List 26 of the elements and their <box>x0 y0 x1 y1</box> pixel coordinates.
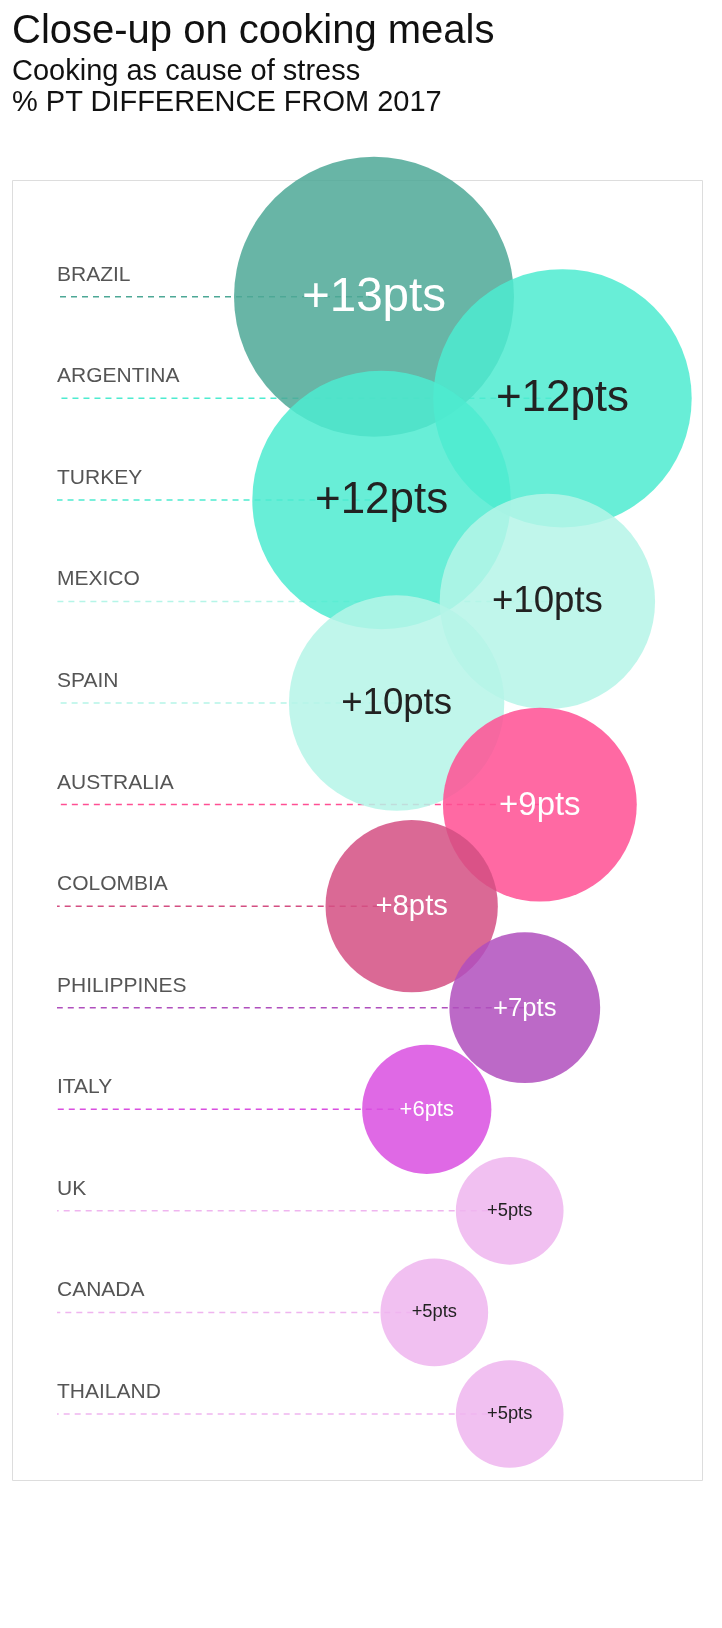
data-label: +5pts <box>411 1300 457 1322</box>
data-label: +5pts <box>487 1401 533 1423</box>
category-label: PHILIPPINES <box>57 972 187 996</box>
text: Cooking as cause of stress <box>12 53 361 86</box>
category-label: MEXICO <box>57 566 140 590</box>
data-label: +8pts <box>375 888 448 922</box>
data-label: +7pts <box>493 992 557 1021</box>
category-label: CANADA <box>57 1277 145 1301</box>
category-label: ITALY <box>57 1074 113 1098</box>
category-label: COLOMBIA <box>57 871 168 895</box>
data-label: +9pts <box>499 784 581 822</box>
data-label: +10pts <box>341 681 453 723</box>
category-label: ARGENTINA <box>57 363 180 387</box>
category-label: BRAZIL <box>57 261 131 285</box>
category-label: UK <box>57 1175 87 1199</box>
data-label: +12pts <box>495 371 630 421</box>
category-label: SPAIN <box>57 668 119 692</box>
category-label: AUSTRALIA <box>57 769 174 793</box>
data-label: +6pts <box>399 1096 454 1122</box>
category-label: TURKEY <box>57 464 143 488</box>
text: Close-up on cooking meals <box>12 6 495 51</box>
data-label: +10pts <box>491 579 603 621</box>
data-label: +12pts <box>314 472 449 522</box>
category-label: THAILAND <box>57 1378 161 1402</box>
data-label: +5pts <box>487 1198 533 1220</box>
data-label: +13pts <box>301 267 447 321</box>
